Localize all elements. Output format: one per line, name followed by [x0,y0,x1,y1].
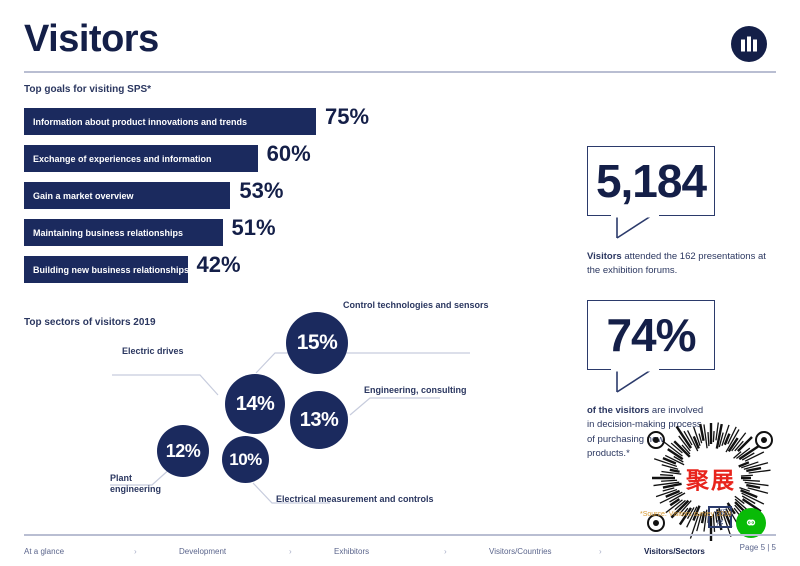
bar-fill: Gain a market overview [24,182,231,209]
page-title: Visitors [24,18,159,60]
bubble-label-plant-engineering: Plant engineering [110,473,162,495]
breadcrumb-separator: › [134,546,137,556]
footer-breadcrumb: At a glance › Development › Exhibitors › Visit… [24,543,776,559]
callout-text-2: of the visitors are involved in decision… [587,404,707,461]
breadcrumb-item[interactable]: At a glance [24,546,65,556]
breadcrumb-item[interactable]: Exhibitors [334,546,370,556]
source-note: *Source: Visitors survey 2019 [640,511,732,518]
goals-caption: Top goals for visiting SPS* [24,84,152,95]
bubble-label-electrical-measurement: Electrical measurement and controls [276,494,434,504]
bubble-electrical-measurement: 10% [222,436,269,483]
bubble-plant-engineering: 12% [157,425,209,477]
bar-value: 60% [266,141,311,166]
qr-watermark: 聚展 小程序 ⚭ [636,418,786,546]
breadcrumb-separator: › [289,546,292,556]
bubble-label-electric-drives: Electric drives [122,346,184,356]
bar-value: 75% [325,104,370,129]
bubble-electric-drives: 14% [225,374,285,434]
callout-text-2-rest: are involved in decision-making process … [587,405,704,459]
bar-row: Information about product innovations an… [24,104,424,135]
callout-text-2-bold: of the visitors [587,405,650,416]
bubble-control-technologies: 15% [286,312,348,374]
breadcrumb-item[interactable]: Visitors/Sectors [644,546,705,556]
bar-value: 51% [231,215,276,240]
bar-fill: Maintaining business relationships [24,219,223,246]
three-bars-circle-icon [731,26,767,62]
callout-number-2: 74% [606,309,696,361]
footer-divider [24,534,776,536]
breadcrumb-separator: › [599,546,602,556]
bar-label: Exchange of experiences and information [33,153,212,164]
bar-row: Gain a market overview 53% [24,178,424,209]
bar-value: 42% [196,252,241,277]
bubble-engineering-consulting: 13% [290,391,348,449]
wechat-icon: ⚭ [736,508,766,538]
bar-row: Maintaining business relationships 51% [24,215,424,246]
breadcrumb-item[interactable]: Visitors/Countries [489,546,552,556]
bar-row: Exchange of experiences and information 6… [24,141,424,172]
callout-text-1: Visitors attended the 162 presentations … [587,250,777,279]
watermark-mini-label: 小程序 [708,506,732,528]
page-number: Page 5 | 5 [739,543,776,552]
callout-box-1: 5,184 [587,146,715,216]
callout-box-2: 74% [587,300,715,370]
header-divider [24,71,776,73]
breadcrumb-separator: › [444,546,447,556]
goals-bar-chart: Information about product innovations an… [24,104,424,293]
breadcrumb-item[interactable]: Development [179,546,227,556]
bar-row: Building new business relationships 42% [24,252,424,283]
callout-tail-1 [611,215,659,239]
bar-value: 53% [239,178,284,203]
sectors-caption: Top sectors of visitors 2019 [24,317,156,328]
callout-tail-2 [611,369,659,393]
sectors-bubble-chart: 15% 14% 13% 12% 10% Control technologies… [0,295,500,520]
bar-label: Information about product innovations an… [33,116,247,127]
bar-fill: Information about product innovations an… [24,108,316,135]
callout-visitors-count: 5,184 Visitors attended the 162 presenta… [587,146,777,279]
bar-label: Gain a market overview [33,190,134,201]
bar-label: Maintaining business relationships [33,227,184,238]
bubble-label-control-technologies: Control technologies and sensors [343,300,489,310]
bar-fill: Building new business relationships [24,256,190,283]
callout-number-1: 5,184 [595,155,707,207]
callout-decision-makers: 74% of the visitors are involved in deci… [587,300,777,461]
bubble-label-engineering-consulting: Engineering, consulting [364,385,467,395]
callout-text-1-bold: Visitors [587,251,622,262]
bar-fill: Exchange of experiences and information [24,145,258,172]
callout-text-1-rest: attended the 162 presentations at the ex… [587,251,766,277]
watermark-chinese-text: 聚展 [686,468,736,495]
bar-label: Building new business relationships [33,264,190,275]
